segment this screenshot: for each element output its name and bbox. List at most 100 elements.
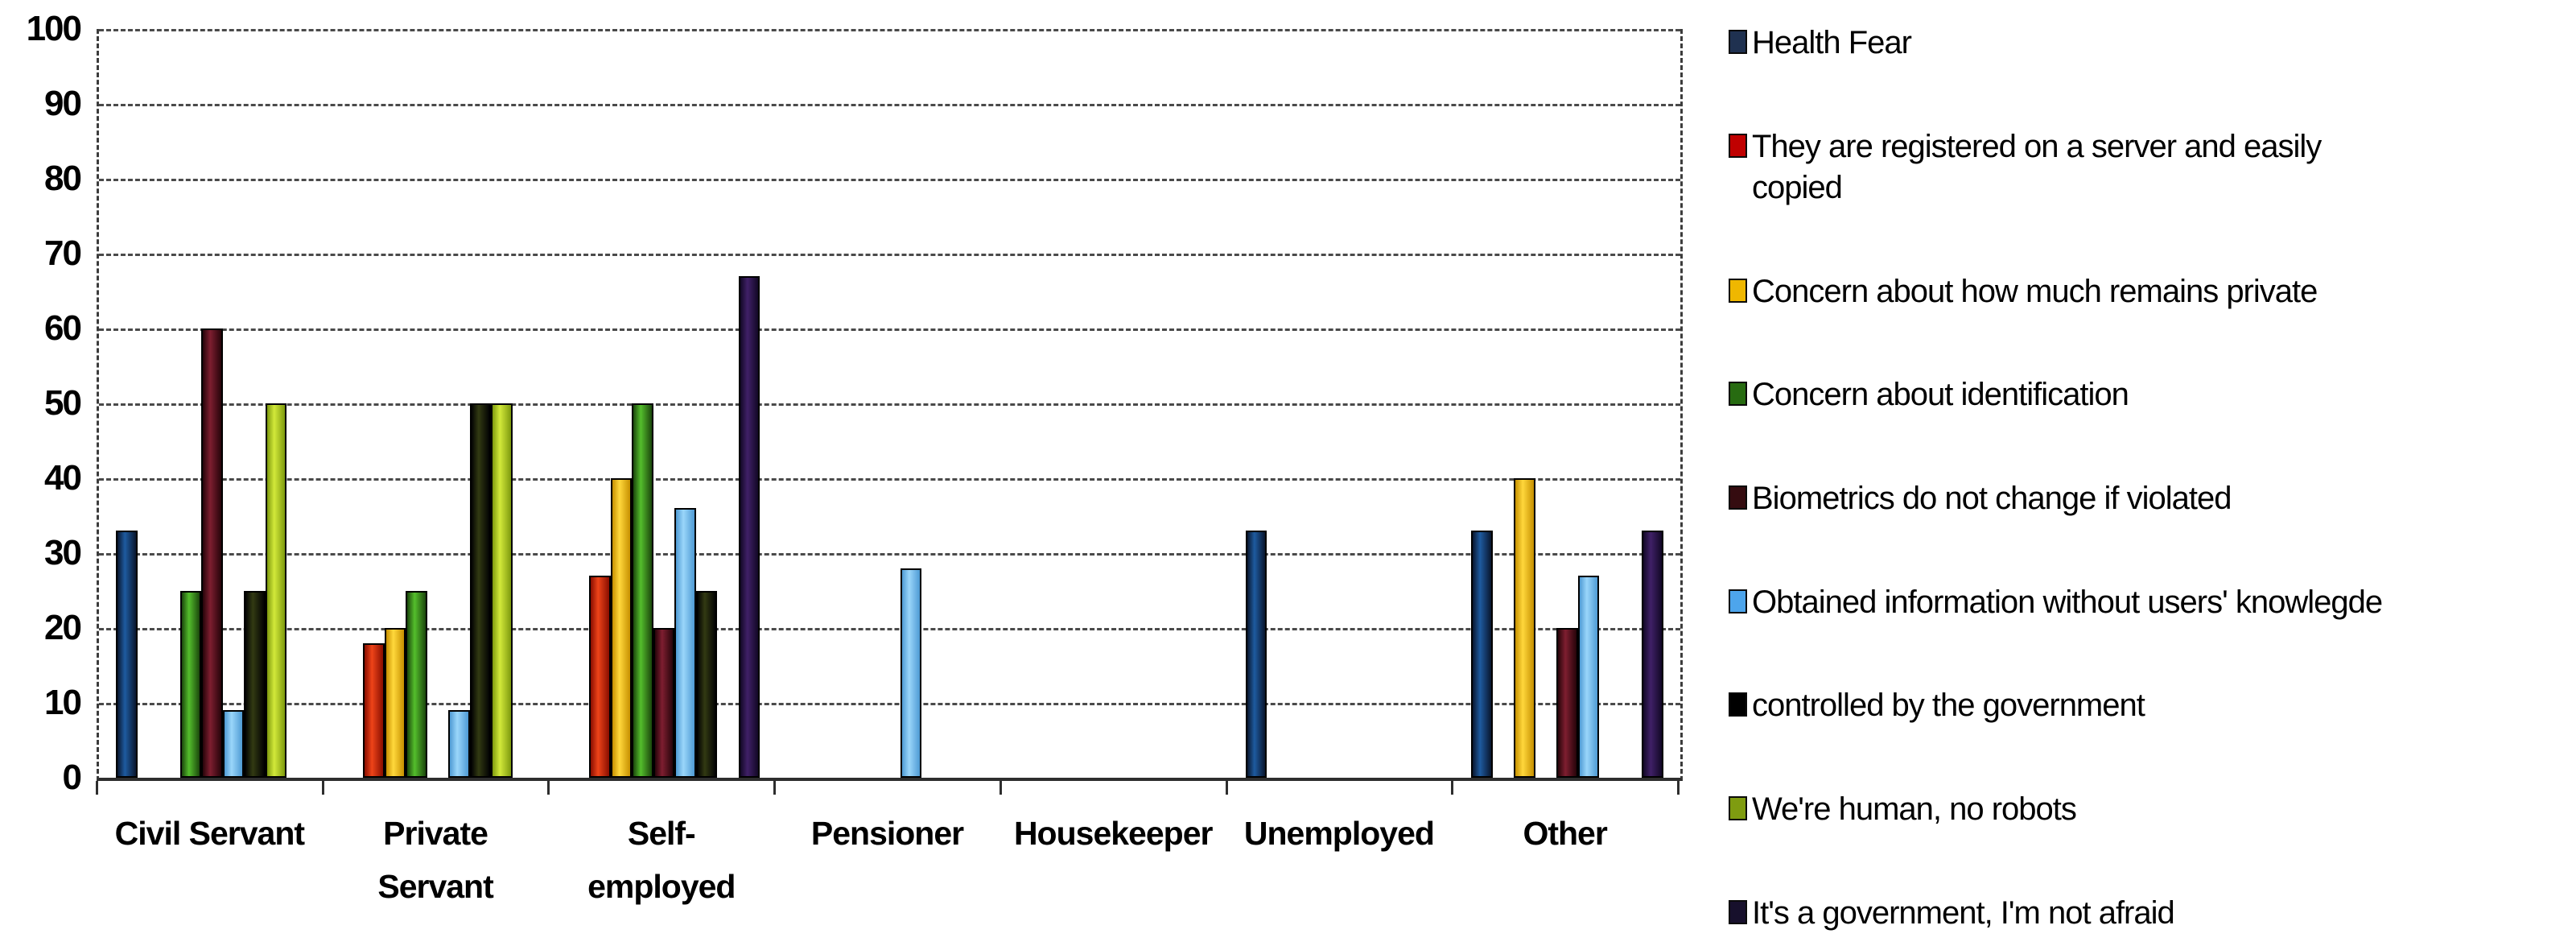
bar: [1577, 575, 1600, 778]
bar-cluster: [116, 29, 308, 778]
category-label: Pensioner: [810, 815, 964, 852]
bar-groups: [99, 29, 1680, 778]
bar-slot: [491, 29, 513, 778]
bar-slot: [567, 29, 589, 778]
legend-item: Obtained information without users' know…: [1729, 582, 2570, 623]
legend-swatch: [1729, 485, 1747, 510]
y-tick-label: 60: [44, 308, 82, 348]
legend-label: They are registered on a server and easi…: [1752, 128, 2322, 205]
category-label: Private Servant: [377, 815, 493, 905]
legend-label: It's a government, I'm not afraid: [1752, 894, 2175, 931]
bar: [589, 575, 611, 778]
bar-slot: [384, 29, 406, 778]
gridline: [99, 703, 1680, 705]
bar-slot: [138, 29, 159, 778]
y-tick-label: 0: [62, 758, 82, 797]
bar: [384, 628, 406, 778]
bar-slot: [793, 29, 815, 778]
bar: [201, 328, 223, 778]
legend: Health Fear They are registered on a serv…: [1729, 23, 2570, 934]
legend-label: Biometrics do not change if violated: [1752, 481, 2232, 516]
bar-slot: [1267, 29, 1288, 778]
bar-slot: [943, 29, 965, 778]
bar-slot: [1416, 29, 1438, 778]
bar-slot: [1020, 29, 1041, 778]
bar-slot: [513, 29, 534, 778]
bar-slot: [1309, 29, 1331, 778]
legend-item: We're human, no robots: [1729, 789, 2570, 830]
bar-slot: [1331, 29, 1353, 778]
bar-cluster: [1471, 29, 1663, 778]
legend-swatch: [1729, 133, 1747, 158]
bar: [1245, 531, 1267, 778]
bar-slot: [738, 29, 760, 778]
bar: [1471, 531, 1493, 778]
y-tick-label: 90: [44, 84, 82, 123]
bar-slot: [858, 29, 880, 778]
x-tick: [999, 781, 1002, 795]
category-label: Unemployed: [1243, 815, 1435, 852]
legend-swatch: [1729, 382, 1747, 407]
x-tick: [773, 781, 777, 795]
bar: [244, 590, 266, 778]
bar-slot: [1577, 29, 1600, 778]
gridline: [99, 628, 1680, 630]
bar: [179, 590, 202, 778]
bar-cluster: [1020, 29, 1212, 778]
bar-slot: [1148, 29, 1169, 778]
bar-slot: [116, 29, 138, 778]
bar-cluster: [793, 29, 986, 778]
bar-slot: [674, 29, 696, 778]
legend-label: Health Fear: [1752, 25, 1912, 60]
gridline: [99, 104, 1680, 106]
bar: [695, 590, 718, 778]
category-label: Housekeeper: [1013, 815, 1214, 852]
bar-slot: [1621, 29, 1642, 778]
bar: [632, 403, 653, 778]
bar-cluster: [342, 29, 534, 778]
bar-slot: [1493, 29, 1515, 778]
plot-area: [97, 29, 1683, 781]
bar-cluster: [567, 29, 760, 778]
legend-item: controlled by the government: [1729, 685, 2570, 726]
legend-item: Concern about how much remains private: [1729, 271, 2570, 312]
bar-slot: [653, 29, 675, 778]
legend-swatch: [1729, 30, 1747, 54]
x-tick: [1677, 781, 1680, 795]
bar-slot: [159, 29, 180, 778]
legend-swatch: [1729, 796, 1747, 821]
bar: [1514, 478, 1535, 778]
legend-label: Obtained information without users' know…: [1752, 584, 2383, 620]
bar-slot: [179, 29, 202, 778]
bar: [448, 710, 470, 778]
bar-slot: [1599, 29, 1621, 778]
gridline: [99, 29, 1680, 31]
bar-slot: [815, 29, 837, 778]
y-tick-label: 50: [44, 383, 82, 423]
bar-chart: 100 90 80 70 60 50 40 30 20 10 0 Civil Servant Priv…: [27, 9, 1683, 905]
category-group: [1003, 29, 1229, 778]
legend-item: Concern about identification: [1729, 374, 2570, 415]
bar-slot: [1041, 29, 1062, 778]
category-group: [1454, 29, 1680, 778]
legend-swatch: [1729, 589, 1747, 613]
bar-slot: [286, 29, 308, 778]
bar-slot: [1083, 29, 1105, 778]
legend-swatch: [1729, 278, 1747, 303]
bar-cluster: [1245, 29, 1438, 778]
bar-slot: [879, 29, 901, 778]
legend-swatch: [1729, 692, 1747, 717]
bar-slot: [363, 29, 385, 778]
bar-slot: [1169, 29, 1191, 778]
legend-item: Health Fear: [1729, 23, 2570, 64]
x-tick: [321, 781, 324, 795]
bar-slot: [921, 29, 943, 778]
y-tick-label: 40: [44, 458, 82, 498]
bar-slot: [201, 29, 223, 778]
bar: [222, 710, 245, 778]
legend-swatch: [1729, 899, 1747, 924]
bar: [406, 590, 427, 778]
bar-slot: [632, 29, 653, 778]
bar-slot: [964, 29, 986, 778]
bar-slot: [427, 29, 449, 778]
